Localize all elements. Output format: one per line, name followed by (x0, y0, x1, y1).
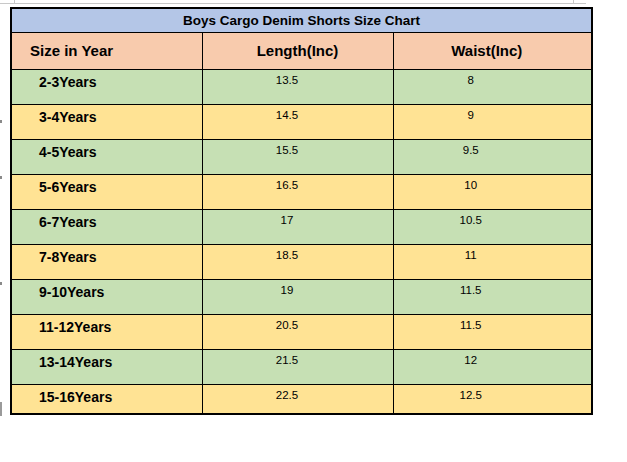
left-edge-gridline-mark (0, 402, 2, 416)
size-cell: 4-5Years (11, 139, 202, 174)
column-header-waist: Waist(Inc) (393, 32, 592, 69)
length-cell: 19 (202, 279, 393, 314)
waist-cell: 10 (393, 174, 592, 209)
left-edge-gridline-mark (0, 176, 2, 179)
spreadsheet-gridline-horizontal (0, 3, 586, 4)
table-row: 5-6Years 16.5 10 (11, 174, 592, 209)
column-header-row: Size in Year Length(Inc) Waist(Inc) (11, 32, 592, 69)
length-cell: 18.5 (202, 244, 393, 279)
waist-cell: 11.5 (393, 279, 592, 314)
length-cell: 14.5 (202, 104, 393, 139)
length-cell: 16.5 (202, 174, 393, 209)
column-header-size: Size in Year (11, 32, 202, 69)
length-cell: 22.5 (202, 384, 393, 414)
waist-cell: 9 (393, 104, 592, 139)
waist-cell: 10.5 (393, 209, 592, 244)
waist-cell: 9.5 (393, 139, 592, 174)
table-row: 4-5Years 15.5 9.5 (11, 139, 592, 174)
size-cell: 7-8Years (11, 244, 202, 279)
size-cell: 11-12Years (11, 314, 202, 349)
waist-cell: 11 (393, 244, 592, 279)
table-row: 11-12Years 20.5 11.5 (11, 314, 592, 349)
table-row: 6-7Years 17 10.5 (11, 209, 592, 244)
length-cell: 17 (202, 209, 393, 244)
size-cell: 15-16Years (11, 384, 202, 414)
size-cell: 9-10Years (11, 279, 202, 314)
size-chart-table: Boys Cargo Denim Shorts Size Chart Size … (10, 7, 593, 415)
left-edge-gridline-mark (0, 120, 2, 123)
size-cell: 3-4Years (11, 104, 202, 139)
table-row: 2-3Years 13.5 8 (11, 69, 592, 104)
length-cell: 13.5 (202, 69, 393, 104)
waist-cell: 12 (393, 349, 592, 384)
waist-cell: 11.5 (393, 314, 592, 349)
length-cell: 15.5 (202, 139, 393, 174)
spreadsheet-gridline-vertical-right (573, 0, 574, 4)
size-cell: 5-6Years (11, 174, 202, 209)
size-cell: 13-14Years (11, 349, 202, 384)
length-cell: 20.5 (202, 314, 393, 349)
table-row: 3-4Years 14.5 9 (11, 104, 592, 139)
table-row: 7-8Years 18.5 11 (11, 244, 592, 279)
size-cell: 2-3Years (11, 69, 202, 104)
table-row: 15-16Years 22.5 12.5 (11, 384, 592, 414)
table-row: 13-14Years 21.5 12 (11, 349, 592, 384)
column-header-length: Length(Inc) (202, 32, 393, 69)
chart-title: Boys Cargo Denim Shorts Size Chart (11, 8, 592, 32)
chart-title-row: Boys Cargo Denim Shorts Size Chart (11, 8, 592, 32)
spreadsheet-gridline-vertical-left (14, 0, 15, 4)
waist-cell: 12.5 (393, 384, 592, 414)
size-cell: 6-7Years (11, 209, 202, 244)
left-edge-gridline-mark (0, 282, 2, 285)
waist-cell: 8 (393, 69, 592, 104)
table-row: 9-10Years 19 11.5 (11, 279, 592, 314)
length-cell: 21.5 (202, 349, 393, 384)
